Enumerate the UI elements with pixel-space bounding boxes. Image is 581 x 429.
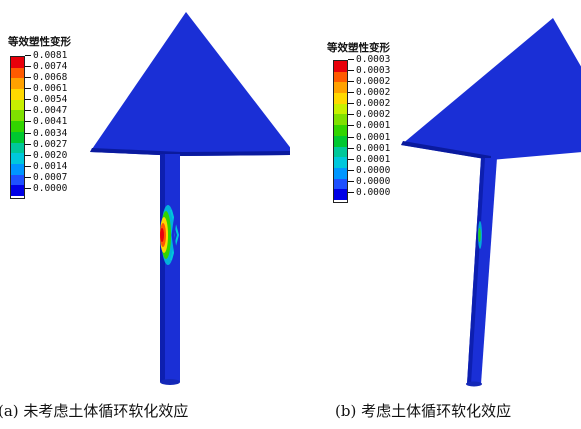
- legend-tick-label: 0.0034: [25, 128, 67, 139]
- legend-tick-label: 0.0000: [348, 187, 390, 198]
- triangular-platform: [90, 12, 290, 156]
- legend-tick-label: 0.0003: [348, 55, 390, 65]
- legend-tick-label: 0.0000: [348, 176, 390, 187]
- scale-swatch: [11, 67, 24, 79]
- scale-swatch: [334, 103, 347, 115]
- color-scale-bar: [10, 56, 25, 199]
- scale-swatch: [11, 89, 24, 100]
- legend-tick-label: 0.0014: [25, 161, 67, 172]
- legend-tick-label: 0.0001: [348, 132, 390, 143]
- legend-tick-label: 0.0001: [348, 143, 390, 154]
- panel-b: 等效塑性变形 0.0003 0.0003 0.0002 0.0002 0.0002 0.0…: [291, 0, 581, 429]
- legend-tick-label: 0.0007: [25, 172, 67, 183]
- legend-tick-label: 0.0001: [348, 121, 390, 131]
- legend-tick-label: 0.0020: [25, 150, 67, 161]
- legend-tick-label: 0.0081: [25, 51, 67, 61]
- scale-swatch: [11, 121, 24, 132]
- legend-tick-label: 0.0003: [348, 66, 390, 76]
- scale-swatch: [334, 114, 347, 126]
- legend-tick-label: 0.0001: [348, 154, 390, 165]
- legend-tick-label: 0.0074: [25, 62, 67, 72]
- color-scale-bar: [333, 60, 348, 203]
- legend-tick-label: 0.0047: [25, 106, 67, 116]
- scale-swatch: [334, 61, 347, 72]
- legend-tick-label: 0.0041: [25, 117, 67, 127]
- scale-swatch: [11, 153, 24, 164]
- scale-swatch: [334, 135, 347, 147]
- legend-tick-label: 0.0002: [348, 110, 390, 120]
- legend-tick-label: 0.0002: [348, 88, 390, 98]
- scale-swatch: [334, 125, 347, 136]
- scale-swatch: [11, 99, 24, 111]
- scale-swatch: [11, 163, 24, 175]
- scale-swatch: [334, 189, 347, 200]
- foundation-model-a: [90, 12, 290, 385]
- caption-b: (b) 考虑土体循环软化效应: [335, 402, 512, 420]
- foundation-model-b: [401, 18, 581, 387]
- scale-swatch: [334, 157, 347, 168]
- legend-title: 等效塑性变形: [8, 36, 71, 48]
- scale-swatch: [11, 174, 24, 186]
- legend-tick-label: 0.0027: [25, 139, 67, 150]
- scale-swatch: [334, 71, 347, 83]
- caption-a: (a) 未考虑土体循环软化效应: [0, 402, 189, 420]
- scale-swatch: [334, 167, 347, 179]
- scale-swatch: [11, 131, 24, 143]
- scale-swatch: [11, 110, 24, 122]
- legend-tick-label: 0.0000: [25, 183, 67, 194]
- scale-swatch: [11, 185, 24, 196]
- scale-swatch: [334, 93, 347, 104]
- scale-swatch: [334, 146, 347, 158]
- legend-tick-label: 0.0054: [25, 95, 67, 105]
- scale-swatch: [11, 142, 24, 154]
- legend-title: 等效塑性变形: [327, 42, 390, 54]
- panel-a: 等效塑性变形 0.0081 0.0074 0.0068 0.0061 0.0054 0.0…: [0, 0, 290, 429]
- legend-tick-label: 0.0061: [25, 84, 67, 94]
- triangular-platform: [401, 18, 581, 160]
- legend-tick-label: 0.0068: [25, 73, 67, 83]
- scale-swatch: [11, 57, 24, 68]
- legend-tick-label: 0.0000: [348, 165, 390, 176]
- scale-swatch: [11, 78, 24, 90]
- legend-tick-label: 0.0002: [348, 99, 390, 109]
- legend-tick-label: 0.0002: [348, 77, 390, 87]
- scale-swatch: [334, 178, 347, 190]
- scale-swatch: [334, 82, 347, 94]
- plastic-strain-zone: [160, 205, 180, 265]
